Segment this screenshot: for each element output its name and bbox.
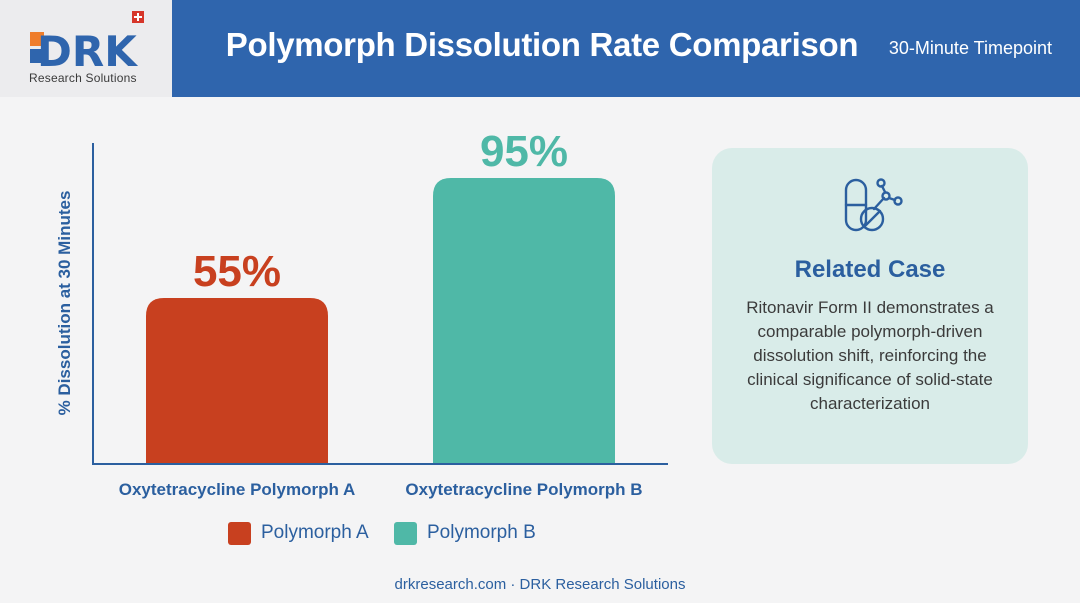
bar-value-label: 55%	[193, 247, 281, 296]
bar-polymorph-b	[433, 178, 615, 463]
logo-text: DRK	[37, 27, 138, 70]
swiss-flag-icon	[132, 11, 144, 23]
x-tick-label: Oxytetracycline Polymorph B	[405, 480, 642, 499]
y-axis-label: % Dissolution at 30 Minutes	[55, 191, 74, 416]
logo: DRK Research Solutions	[0, 0, 172, 97]
card-body: Ritonavir Form II demonstrates a compara…	[746, 298, 994, 413]
legend-item-a: Polymorph A	[228, 521, 369, 545]
logo-mark: DRK	[30, 27, 138, 70]
header-bar: DRK Research Solutions Polymorph Dissolu…	[0, 0, 1080, 97]
x-tick-label: Oxytetracycline Polymorph A	[119, 480, 356, 499]
bar-polymorph-a	[146, 298, 328, 463]
legend-swatch-a	[228, 521, 251, 545]
bar-chart: % Dissolution at 30 Minutes 55% Oxytetrac…	[55, 127, 668, 499]
page-subtitle: 30-Minute Timepoint	[888, 38, 1052, 58]
logo-subtitle: Research Solutions	[29, 71, 137, 85]
legend-label-b: Polymorph B	[427, 522, 536, 543]
legend-label-a: Polymorph A	[261, 522, 369, 543]
footer-text: drkresearch.com · DRK Research Solutions	[394, 576, 686, 593]
bar-value-label: 95%	[480, 127, 568, 176]
legend-item-b: Polymorph B	[394, 521, 536, 545]
legend-swatch-b	[394, 521, 417, 545]
page-title: Polymorph Dissolution Rate Comparison	[225, 26, 859, 63]
card-title: Related Case	[794, 256, 946, 283]
pill-molecule-icon	[844, 178, 903, 232]
related-case-card	[712, 148, 1028, 464]
